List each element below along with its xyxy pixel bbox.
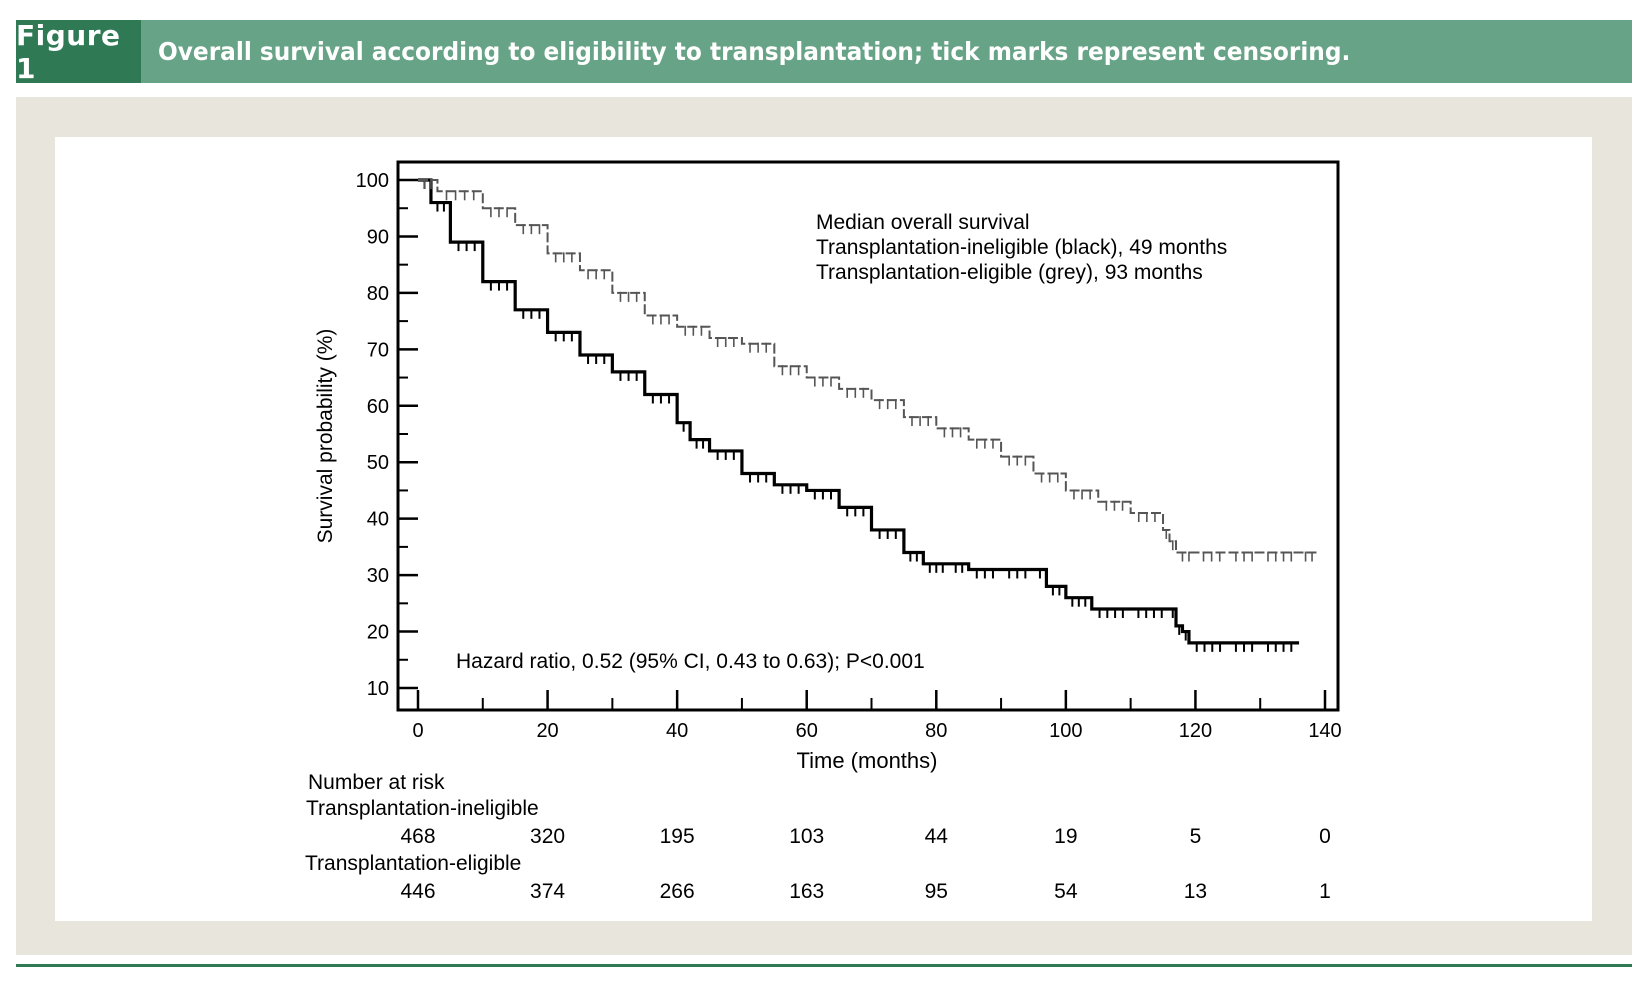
series-layer — [418, 178, 1319, 652]
risk-value-eligible: 13 — [1184, 880, 1207, 903]
x-tick-label: 60 — [796, 720, 818, 742]
risk-value-eligible: 1 — [1319, 880, 1331, 903]
x-tick-label: 100 — [1049, 720, 1082, 742]
y-tick-label: 60 — [367, 396, 389, 418]
figure-panel — [55, 137, 1592, 921]
y-tick-label: 40 — [367, 509, 389, 531]
risk-value-ineligible: 44 — [925, 825, 949, 848]
y-tick-label: 70 — [367, 339, 389, 361]
x-tick-label: 140 — [1308, 720, 1341, 742]
y-tick-label: 10 — [367, 678, 389, 700]
plot-frame — [396, 160, 1340, 712]
risk-value-eligible: 95 — [925, 880, 948, 903]
y-tick-label: 80 — [367, 283, 389, 305]
risk-row-label-eligible: Transplantation-eligible — [305, 852, 521, 875]
risk-value-ineligible: 320 — [530, 825, 565, 848]
x-tick-label: 120 — [1179, 720, 1212, 742]
hazard-ratio-annotation: Hazard ratio, 0.52 (95% CI, 0.43 to 0.63… — [456, 650, 925, 673]
risk-value-ineligible: 195 — [660, 825, 695, 848]
risk-value-ineligible: 468 — [400, 825, 435, 848]
y-tick-label: 100 — [356, 170, 389, 192]
risk-row-label-ineligible: Transplantation-ineligible — [306, 797, 539, 820]
risk-value-ineligible: 19 — [1054, 825, 1077, 848]
legend-line-3: Transplantation-eligible (grey), 93 mont… — [816, 261, 1203, 284]
figure-header: Figure 1 Overall survival according to e… — [16, 19, 1632, 85]
y-tick-label: 50 — [367, 452, 389, 474]
y-tick-label: 20 — [367, 622, 389, 644]
y-axis-label: Survival probability (%) — [314, 329, 337, 544]
eligible-survival-curve — [418, 179, 1319, 554]
ineligible-survival-curve — [418, 178, 1300, 645]
x-axis-label: Time (months) — [797, 748, 938, 773]
risk-value-eligible: 54 — [1054, 880, 1078, 903]
x-tick-label: 20 — [536, 720, 558, 742]
bottom-rule — [16, 964, 1632, 967]
figure-title: Overall survival according to eligibilit… — [158, 37, 1351, 66]
figure-label: Figure 1 — [16, 19, 141, 85]
x-axis: 0 20 40 60 80 100 120 140 — [412, 690, 1342, 742]
y-tick-label: 90 — [367, 226, 389, 248]
risk-value-eligible: 446 — [400, 880, 435, 903]
legend-line-1: Median overall survival — [816, 211, 1030, 234]
risk-value-eligible: 266 — [660, 880, 695, 903]
y-tick-label: 30 — [367, 565, 389, 587]
x-tick-label: 0 — [412, 720, 423, 742]
risk-value-ineligible: 5 — [1190, 825, 1202, 848]
risk-value-eligible: 163 — [789, 880, 824, 903]
legend-line-2: Transplantation-ineligible (black), 49 m… — [816, 236, 1227, 259]
risk-table: Number at risk Transplantation-ineligibl… — [305, 771, 1331, 903]
risk-table-title: Number at risk — [308, 771, 445, 794]
x-tick-label: 80 — [925, 720, 947, 742]
risk-value-ineligible: 103 — [789, 825, 824, 848]
x-tick-label: 40 — [666, 720, 688, 742]
risk-value-eligible: 374 — [530, 880, 565, 903]
y-axis: 10 20 30 40 50 60 70 80 90 100 — [356, 170, 418, 700]
risk-value-ineligible: 0 — [1319, 825, 1331, 848]
legend: Median overall survival Transplantation-… — [816, 211, 1227, 284]
